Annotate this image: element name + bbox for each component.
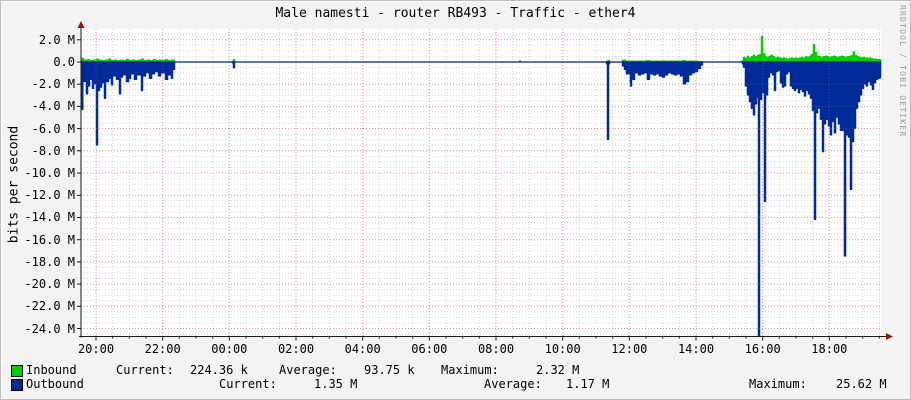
x-tick-label: 10:00 (544, 342, 581, 356)
y-tick-label: -4.0 M (31, 99, 75, 114)
y-tick-label: -18.0 M (24, 254, 75, 269)
y-tick-label: -2.0 M (31, 77, 75, 92)
legend-swatch-outbound (11, 379, 23, 391)
y-tick-label: 2.0 M (38, 32, 75, 47)
y-tick-label: -10.0 M (24, 166, 75, 181)
x-tick-label: 04:00 (344, 342, 381, 356)
x-tick-label: 00:00 (211, 342, 248, 356)
legend-stat-value: 2.32 M (536, 363, 580, 377)
y-tick-label: -6.0 M (31, 121, 75, 136)
graph-title: Male namesti - router RB493 - Traffic - … (275, 6, 636, 21)
y-tick-label: -12.0 M (24, 188, 75, 203)
legend-stat-label: Average: (279, 363, 337, 377)
x-tick-label: 12:00 (611, 342, 648, 356)
x-tick-label: 06:00 (411, 342, 448, 356)
y-tick-label: -14.0 M (24, 210, 75, 225)
legend-stat-label: Average: (484, 377, 542, 391)
x-tick-label: 18:00 (811, 342, 848, 356)
legend-series-name: Inbound (26, 363, 77, 377)
legend-stat-value: 1.35 M (314, 377, 358, 391)
legend-stat-value: 224.36 k (190, 363, 248, 377)
legend-stat-value: 93.75 k (364, 363, 415, 377)
legend-stat-value: 25.62 M (836, 377, 887, 391)
x-tick-label: 22:00 (144, 342, 181, 356)
y-tick-label: -8.0 M (31, 143, 75, 158)
x-tick-label: 14:00 (677, 342, 715, 356)
y-tick-label: -22.0 M (24, 299, 75, 314)
legend-series-name: Outbound (26, 377, 84, 391)
x-tick-label: 20:00 (77, 342, 115, 356)
y-tick-label: 0.0 (53, 55, 75, 69)
x-tick-label: 02:00 (277, 342, 315, 356)
rrdtool-watermark: RRDTOOL / TOBI OETIKER (898, 5, 907, 138)
legend-stat-label: Maximum: (749, 377, 807, 391)
legend-swatch-inbound (11, 365, 23, 377)
y-tick-label: -20.0 M (24, 277, 75, 292)
x-tick-label: 16:00 (744, 342, 781, 356)
legend-row: Outbound Current: 1.35 M Average: 1.17 M Maxi… (1, 378, 910, 392)
legend-stat-label: Current: (219, 377, 277, 391)
legend-row: Inbound Current: 224.36 k Average: 93.75 k Ma… (1, 364, 910, 378)
y-tick-label: -24.0 M (24, 321, 75, 336)
legend-stat-value: 1.17 M (566, 377, 610, 391)
legend-stat-label: Maximum: (441, 363, 499, 377)
y-tick-label: -16.0 M (24, 232, 75, 247)
x-tick-label: 08:00 (477, 342, 515, 356)
legend-stat-label: Current: (116, 363, 174, 377)
